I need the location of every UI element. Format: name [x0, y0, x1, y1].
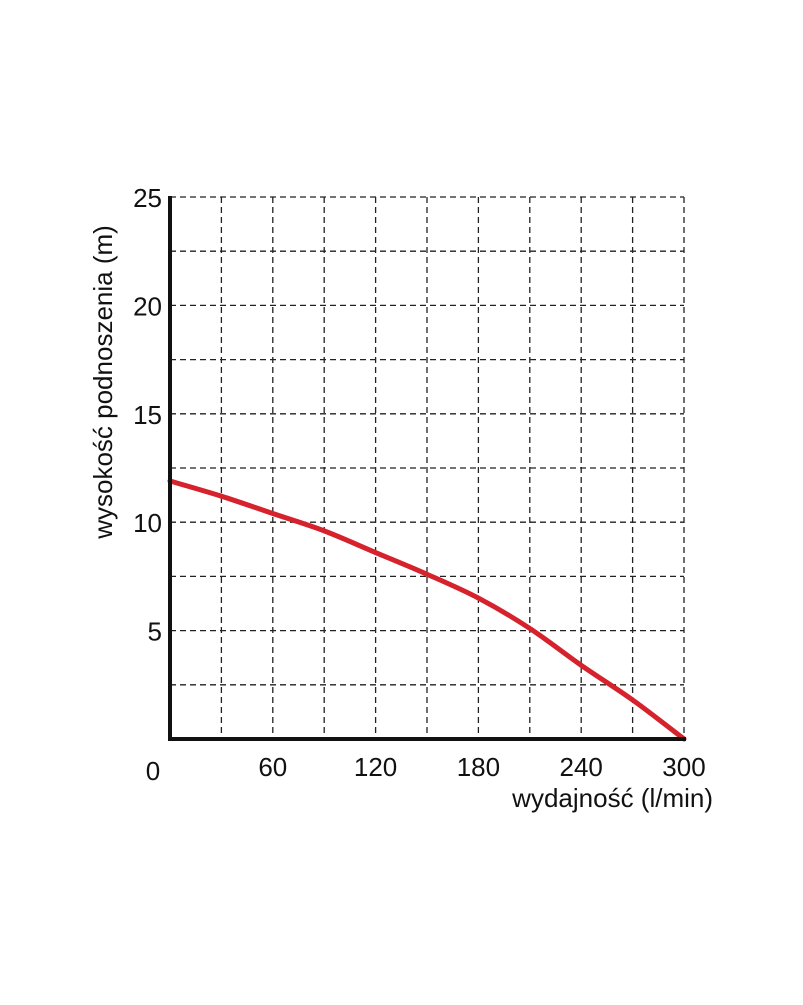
series-layer [167, 478, 687, 742]
x-tick-label: 120 [354, 752, 397, 782]
y-tick-label: 5 [148, 617, 162, 647]
tick-labels: 60 120 180 240 300 5 10 15 20 25 [133, 183, 706, 782]
y-tick-label: 25 [133, 183, 162, 213]
x-axis-title: wydajność (l/min) [511, 783, 713, 813]
grid [170, 196, 685, 739]
y-tick-label: 20 [133, 291, 162, 321]
y-axis-title: wysokość podnoszenia (m) [88, 225, 118, 540]
x-tick-label: 300 [662, 752, 705, 782]
axes [168, 196, 686, 741]
y-tick-label: 15 [133, 400, 162, 430]
origin-label: 0 [146, 756, 160, 786]
y-tick-label: 10 [133, 508, 162, 538]
series-line [167, 478, 687, 742]
x-tick-label: 180 [457, 752, 500, 782]
x-tick-label: 240 [560, 752, 603, 782]
x-tick-label: 60 [258, 752, 287, 782]
